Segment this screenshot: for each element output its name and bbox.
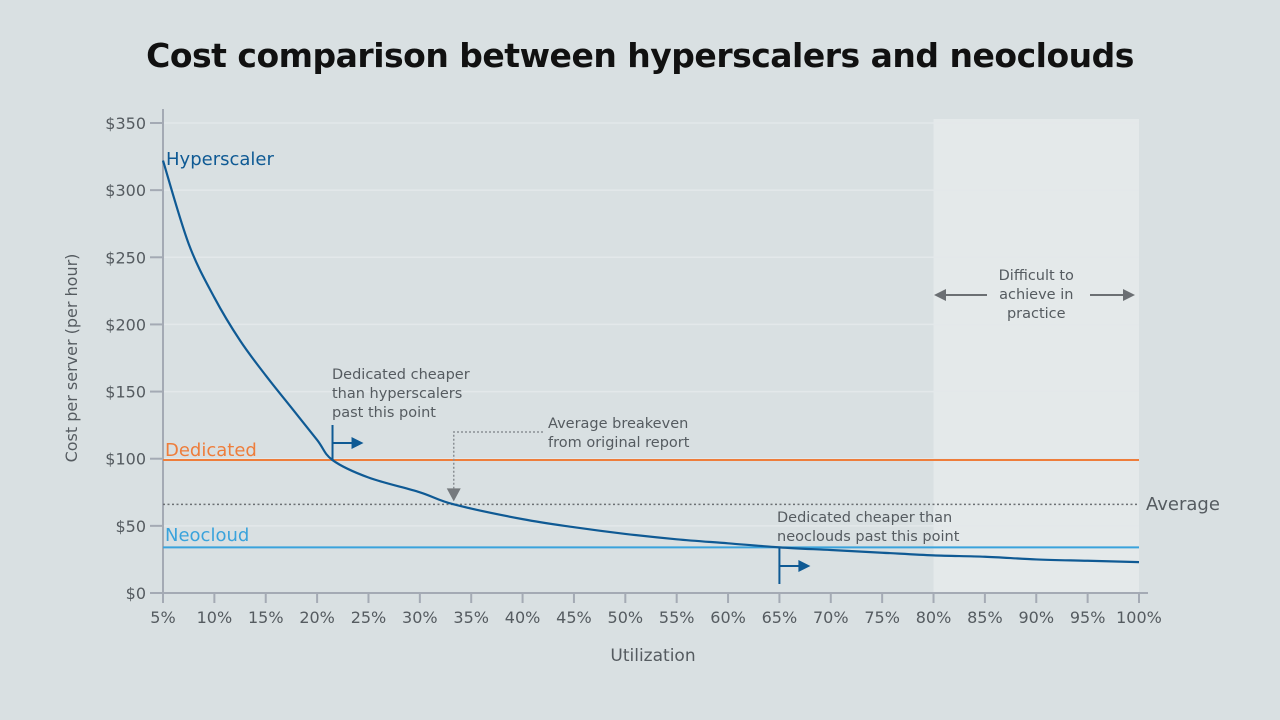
x-tick-label: 55% (659, 608, 695, 627)
x-axis-label: Utilization (610, 646, 695, 666)
x-tick-label: 30% (402, 608, 438, 627)
y-tick-label: $50 (115, 517, 146, 536)
x-tick-label: 10% (197, 608, 233, 627)
shaded-region-label: practice (1007, 306, 1066, 322)
y-axis-label: Cost per server (per hour) (62, 254, 81, 463)
annotation-hyperscaler-breakeven: than hyperscalers (332, 386, 462, 402)
x-tick-label: 15% (248, 608, 284, 627)
legend-average: Average (1146, 494, 1220, 515)
annotation-hyperscaler-breakeven: past this point (332, 405, 436, 421)
series-hyperscaler (161, 160, 1140, 564)
annotation-average-breakeven: Average breakeven (548, 416, 688, 432)
average-breakeven-leader (452, 431, 543, 489)
x-tick-label: 95% (1070, 608, 1106, 627)
y-tick-label: $350 (105, 114, 146, 133)
y-tick-label: $150 (105, 383, 146, 402)
annotation-hyperscaler-breakeven: Dedicated cheaper (332, 367, 470, 383)
x-tick-label: 45% (556, 608, 592, 627)
x-tick-label: 90% (1018, 608, 1054, 627)
x-tick-label: 50% (608, 608, 644, 627)
legend-dedicated: Dedicated (165, 440, 257, 461)
x-tick-label: 75% (864, 608, 900, 627)
left-arrow-icon (934, 289, 946, 301)
down-arrow-icon (446, 488, 461, 502)
legend-hyperscaler: Hyperscaler (166, 149, 274, 170)
x-tick-label: 60% (710, 608, 746, 627)
annotation-neocloud-breakeven: Dedicated cheaper than (777, 510, 952, 526)
y-tick-label: $250 (105, 248, 146, 267)
shaded-region-label: Difficult to (999, 268, 1074, 284)
x-tick-label: 40% (505, 608, 541, 627)
y-tick-label: $300 (105, 181, 146, 200)
legend-neocloud: Neocloud (165, 525, 249, 546)
y-tick-label: $100 (105, 450, 146, 469)
shaded-region-label: achieve in (999, 287, 1073, 303)
x-tick-label: 100% (1116, 608, 1162, 627)
right-arrow-icon (798, 560, 811, 572)
x-tick-label: 65% (762, 608, 798, 627)
x-tick-label: 85% (967, 608, 1003, 627)
x-tick-label: 20% (299, 608, 335, 627)
x-tick-label: 35% (453, 608, 489, 627)
right-arrow-icon (351, 437, 364, 449)
x-tick-label: 80% (916, 608, 952, 627)
y-tick-label: $0 (126, 584, 146, 603)
y-tick-label: $200 (105, 315, 146, 334)
annotation-average-breakeven: from original report (548, 435, 690, 451)
annotation-neocloud-breakeven: neoclouds past this point (777, 529, 960, 545)
x-tick-label: 70% (813, 608, 849, 627)
chart-title: Cost comparison between hyperscalers and… (146, 36, 1134, 75)
shaded-region (933, 119, 1139, 593)
right-arrow-icon (1123, 289, 1135, 301)
x-tick-label: 25% (351, 608, 387, 627)
x-tick-label: 5% (150, 608, 175, 627)
